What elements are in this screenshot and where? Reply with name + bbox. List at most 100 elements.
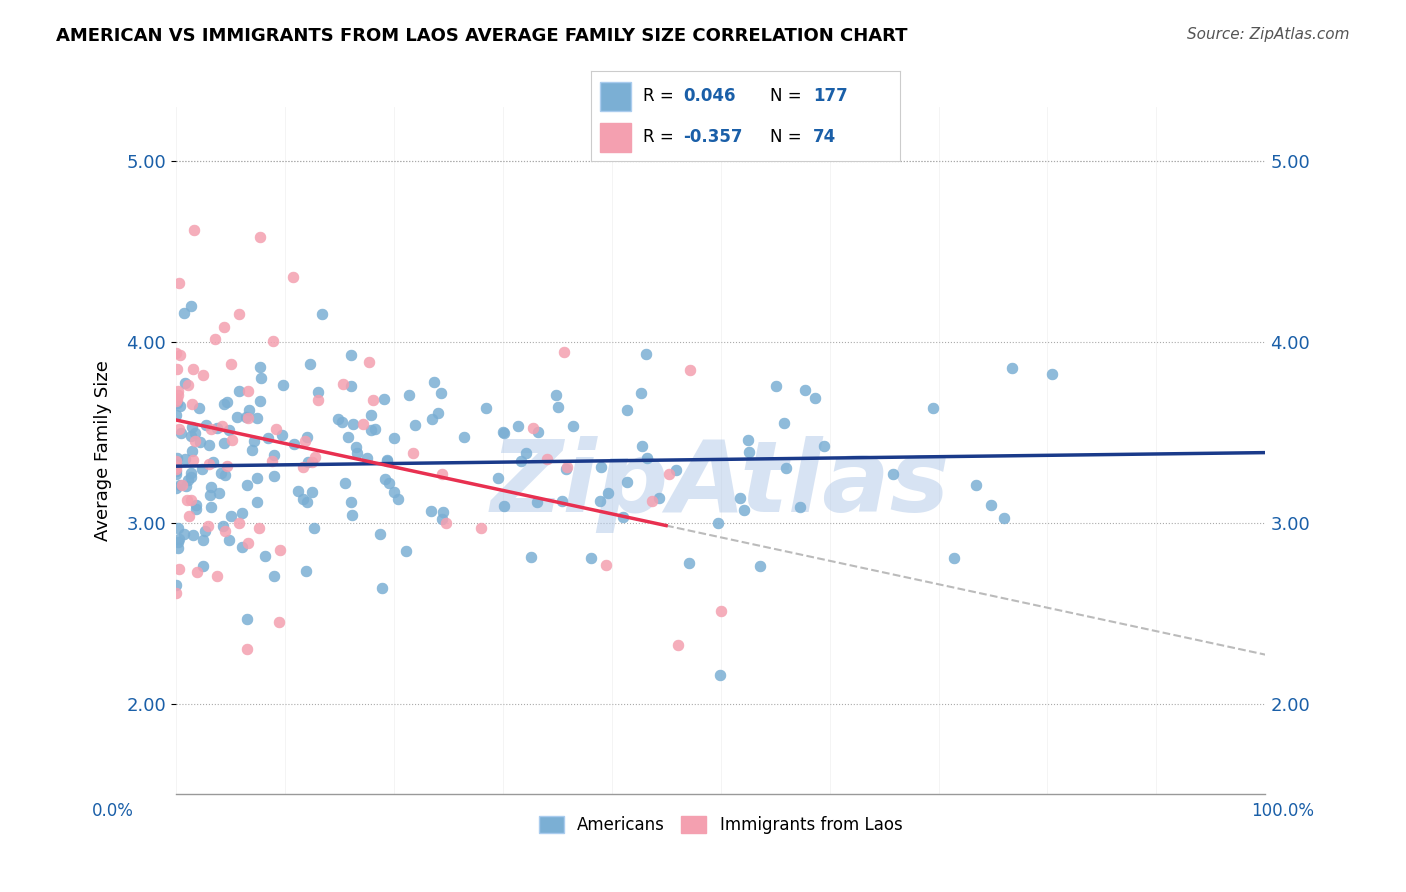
- Point: [271, 377, 294, 392]
- Point: [364, 422, 387, 436]
- Point: [165, 462, 187, 476]
- Point: [180, 299, 202, 313]
- Point: [789, 500, 811, 515]
- Point: [235, 409, 257, 424]
- Point: [526, 495, 548, 509]
- Point: [214, 397, 236, 411]
- Point: [328, 412, 350, 426]
- Y-axis label: Average Family Size: Average Family Size: [94, 360, 112, 541]
- Point: [169, 348, 191, 362]
- Point: [245, 494, 267, 508]
- Point: [177, 473, 200, 487]
- Point: [641, 494, 664, 508]
- Point: [301, 485, 323, 500]
- Point: [430, 467, 453, 481]
- Point: [555, 459, 578, 474]
- Point: [205, 569, 228, 583]
- Point: [181, 362, 204, 376]
- Point: [398, 387, 420, 401]
- Point: [387, 491, 409, 506]
- Text: 0.046: 0.046: [683, 87, 735, 105]
- Point: [249, 359, 271, 374]
- Point: [184, 502, 207, 516]
- Point: [166, 392, 188, 407]
- Point: [302, 521, 325, 535]
- Point: [165, 393, 187, 408]
- Point: [219, 508, 242, 523]
- Point: [980, 498, 1002, 512]
- Point: [510, 454, 533, 468]
- Text: 0.0%: 0.0%: [91, 802, 134, 820]
- Point: [212, 435, 235, 450]
- Text: 177: 177: [813, 87, 848, 105]
- Point: [180, 493, 202, 508]
- Point: [247, 521, 270, 535]
- Point: [733, 503, 755, 517]
- Point: [271, 427, 294, 442]
- Point: [728, 491, 751, 506]
- Point: [301, 455, 323, 469]
- Point: [737, 433, 759, 447]
- Point: [200, 422, 222, 436]
- Point: [204, 332, 226, 346]
- Point: [169, 276, 191, 290]
- Point: [214, 524, 236, 539]
- Point: [612, 509, 634, 524]
- Point: [342, 508, 364, 523]
- Point: [218, 533, 240, 547]
- Point: [165, 457, 187, 471]
- Point: [579, 550, 602, 565]
- Point: [371, 582, 394, 596]
- Point: [173, 527, 195, 541]
- Point: [165, 467, 187, 481]
- Point: [678, 556, 700, 570]
- Point: [193, 524, 215, 539]
- Point: [374, 472, 396, 486]
- Point: [311, 307, 333, 321]
- Point: [191, 368, 214, 382]
- Point: [217, 458, 239, 473]
- Point: [198, 457, 221, 471]
- Point: [419, 504, 441, 518]
- Point: [470, 521, 492, 535]
- Point: [515, 446, 537, 460]
- Point: [166, 396, 188, 410]
- Point: [304, 450, 326, 464]
- Point: [382, 431, 405, 445]
- Point: [180, 420, 202, 434]
- Text: AMERICAN VS IMMIGRANTS FROM LAOS AVERAGE FAMILY SIZE CORRELATION CHART: AMERICAN VS IMMIGRANTS FROM LAOS AVERAGE…: [56, 27, 908, 45]
- Point: [174, 452, 197, 467]
- FancyBboxPatch shape: [600, 123, 631, 152]
- Point: [666, 638, 689, 652]
- Point: [373, 392, 395, 406]
- Point: [616, 475, 638, 489]
- Point: [804, 391, 827, 405]
- Text: N =: N =: [770, 128, 807, 146]
- Point: [245, 471, 267, 485]
- Point: [993, 510, 1015, 524]
- Point: [262, 334, 284, 349]
- Point: [357, 355, 380, 369]
- Point: [339, 495, 361, 509]
- Point: [173, 306, 195, 320]
- Point: [166, 535, 188, 549]
- Point: [344, 440, 367, 454]
- Point: [211, 418, 233, 433]
- Point: [165, 585, 187, 599]
- Point: [299, 357, 322, 371]
- Point: [352, 417, 374, 431]
- Point: [191, 558, 214, 573]
- Point: [423, 375, 446, 389]
- Point: [553, 344, 575, 359]
- Point: [546, 388, 568, 402]
- Point: [194, 418, 217, 433]
- Point: [360, 423, 382, 437]
- Text: N =: N =: [770, 87, 807, 105]
- Point: [167, 562, 190, 576]
- Point: [547, 400, 569, 414]
- Point: [184, 426, 207, 441]
- Point: [294, 434, 316, 448]
- Point: [402, 446, 425, 460]
- Point: [201, 455, 224, 469]
- Point: [169, 399, 191, 413]
